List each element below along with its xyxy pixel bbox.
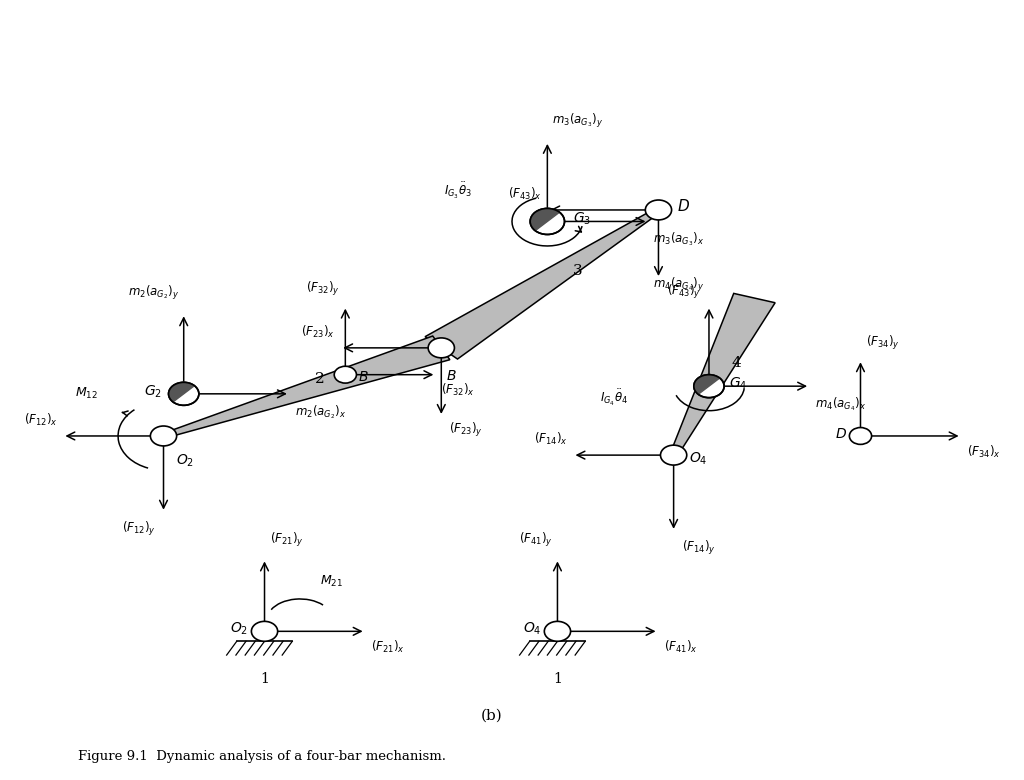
Text: $O_4$: $O_4$: [523, 621, 542, 637]
Text: $(F_{21})_x$: $(F_{21})_x$: [371, 639, 404, 655]
Polygon shape: [694, 374, 720, 395]
Text: $B$: $B$: [358, 370, 369, 384]
Text: $O_2$: $O_2$: [176, 453, 194, 470]
Text: $m_4(a_{G_4})_x$: $m_4(a_{G_4})_x$: [815, 395, 866, 413]
Text: Figure 9.1  Dynamic analysis of a four-bar mechanism.: Figure 9.1 Dynamic analysis of a four-ba…: [78, 750, 445, 763]
Text: $O_2$: $O_2$: [230, 621, 249, 637]
Text: 3: 3: [572, 264, 583, 278]
Text: $(F_{34})_x$: $(F_{34})_x$: [967, 444, 1000, 459]
Text: $(F_{43})_x$: $(F_{43})_x$: [509, 186, 543, 202]
Text: (b): (b): [481, 708, 503, 722]
Circle shape: [645, 200, 672, 220]
Circle shape: [428, 338, 455, 358]
Circle shape: [251, 622, 278, 641]
Text: $(F_{14})_y$: $(F_{14})_y$: [682, 540, 716, 558]
Circle shape: [694, 374, 724, 398]
Circle shape: [169, 382, 199, 406]
Text: $m_4(a_{G_4})_y$: $m_4(a_{G_4})_y$: [653, 276, 703, 294]
Text: $D$: $D$: [836, 427, 847, 441]
Text: $(F_{12})_x$: $(F_{12})_x$: [24, 412, 57, 428]
Text: $(F_{34})_y$: $(F_{34})_y$: [865, 334, 899, 352]
Text: $m_3(a_{G_3})_y$: $m_3(a_{G_3})_y$: [552, 112, 603, 129]
Text: $(F_{41})_x$: $(F_{41})_x$: [664, 639, 697, 655]
Text: $m_2(a_{G_2})_x$: $m_2(a_{G_2})_x$: [295, 403, 346, 420]
Polygon shape: [162, 336, 450, 438]
Text: $M_{21}$: $M_{21}$: [321, 574, 343, 589]
Circle shape: [545, 622, 570, 641]
Text: $I_{G_4}\ddot{\theta}_4$: $I_{G_4}\ddot{\theta}_4$: [600, 388, 628, 408]
Text: $m_3(a_{G_3})_x$: $m_3(a_{G_3})_x$: [653, 231, 705, 248]
Text: $(F_{41})_y$: $(F_{41})_y$: [518, 530, 552, 548]
Polygon shape: [425, 208, 662, 359]
Text: $O_4$: $O_4$: [689, 451, 708, 467]
Text: 4: 4: [731, 356, 741, 370]
Text: $(F_{23})_y$: $(F_{23})_y$: [450, 420, 483, 438]
Circle shape: [151, 426, 177, 446]
Text: $G_4$: $G_4$: [729, 376, 748, 392]
Text: $I_{G_3}\ddot{\theta}_3$: $I_{G_3}\ddot{\theta}_3$: [443, 181, 472, 200]
Circle shape: [334, 367, 356, 383]
Text: $(F_{14})_x$: $(F_{14})_x$: [534, 431, 567, 448]
Text: 2: 2: [315, 371, 325, 385]
Text: 1: 1: [553, 672, 562, 686]
Text: $(F_{12})_y$: $(F_{12})_y$: [122, 520, 156, 538]
Text: $M_{12}$: $M_{12}$: [75, 386, 98, 402]
Text: $(F_{32})_y$: $(F_{32})_y$: [306, 280, 340, 298]
Circle shape: [849, 427, 871, 445]
Text: $m_2(a_{G_2})_y$: $m_2(a_{G_2})_y$: [128, 284, 178, 302]
Text: $G_3$: $G_3$: [572, 211, 591, 227]
Text: $(F_{32})_x$: $(F_{32})_x$: [441, 382, 475, 399]
Text: $B$: $B$: [446, 369, 457, 383]
Polygon shape: [670, 293, 775, 456]
Polygon shape: [169, 382, 195, 402]
Text: $D$: $D$: [677, 198, 689, 215]
Text: $(F_{43})_y$: $(F_{43})_y$: [667, 282, 700, 301]
Circle shape: [660, 445, 687, 465]
Text: $G_2$: $G_2$: [143, 384, 162, 400]
Circle shape: [530, 208, 564, 235]
Text: $(F_{21})_y$: $(F_{21})_y$: [269, 530, 303, 548]
Polygon shape: [530, 208, 559, 231]
Text: 1: 1: [260, 672, 269, 686]
Text: $(F_{23})_x$: $(F_{23})_x$: [301, 324, 335, 340]
